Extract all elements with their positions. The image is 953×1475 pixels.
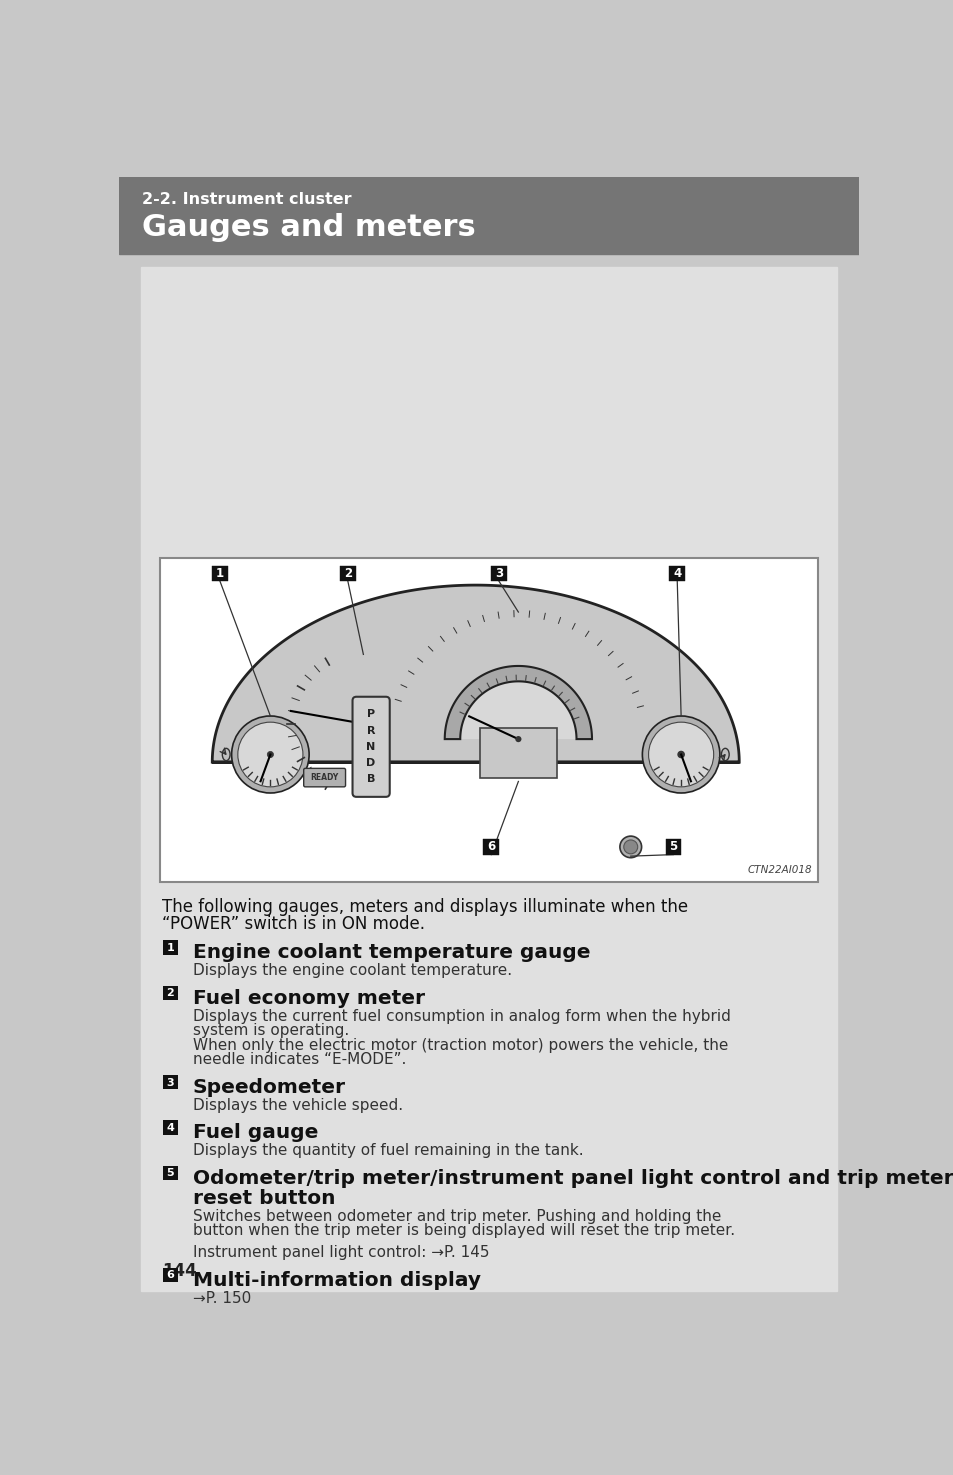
Bar [665,839,680,854]
Text: 3: 3 [495,566,502,580]
Text: button when the trip meter is being displayed will reset the trip meter.: button when the trip meter is being disp… [193,1223,734,1239]
Bar [163,1267,178,1282]
Text: Speedometer: Speedometer [193,1078,346,1097]
Text: 2: 2 [167,988,174,999]
Text: Odometer/trip meter/instrument panel light control and trip meter: Odometer/trip meter/instrument panel lig… [193,1168,952,1187]
Text: 2-2. Instrument cluster: 2-2. Instrument cluster [142,192,352,208]
Text: 6: 6 [487,841,495,854]
Circle shape [678,751,683,758]
Text: N: N [366,742,375,752]
Text: system is operating.: system is operating. [193,1024,349,1038]
Text: 5: 5 [167,1168,174,1179]
Text: 1: 1 [167,943,174,953]
Polygon shape [212,586,739,763]
Bar [669,566,684,581]
Text: CTN22AI018: CTN22AI018 [747,866,811,875]
Text: Switches between odometer and trip meter. Pushing and holding the: Switches between odometer and trip meter… [193,1210,720,1224]
Text: 6: 6 [166,1270,174,1280]
Text: 5: 5 [669,841,677,854]
Text: Displays the current fuel consumption in analog form when the hybrid: Displays the current fuel consumption in… [193,1009,730,1024]
Circle shape [237,723,303,786]
Text: 2: 2 [343,566,352,580]
Bar [163,1165,178,1180]
Bar [163,1075,178,1090]
Bar [491,566,506,581]
Bar [163,985,178,1000]
Circle shape [641,715,720,794]
Bar [483,839,498,854]
Circle shape [623,839,637,854]
Text: Displays the engine coolant temperature.: Displays the engine coolant temperature. [193,963,512,978]
Text: Displays the vehicle speed.: Displays the vehicle speed. [193,1097,402,1114]
Text: Gauges and meters: Gauges and meters [142,214,476,242]
Ellipse shape [720,748,728,761]
Bar [340,566,355,581]
Text: Engine coolant temperature gauge: Engine coolant temperature gauge [193,943,590,962]
Text: D: D [366,758,375,768]
Text: R: R [367,726,375,736]
Text: 4: 4 [673,566,680,580]
Polygon shape [452,674,583,739]
Text: needle indicates “E-MODE”.: needle indicates “E-MODE”. [193,1053,406,1068]
Bar [212,566,228,581]
Bar [163,940,178,954]
Text: Fuel gauge: Fuel gauge [193,1124,318,1142]
Circle shape [648,723,713,786]
Text: Displays the quantity of fuel remaining in the tank.: Displays the quantity of fuel remaining … [193,1143,583,1158]
Text: 3: 3 [167,1078,174,1087]
Text: When only the electric motor (traction motor) powers the vehicle, the: When only the electric motor (traction m… [193,1038,727,1053]
Polygon shape [444,665,592,739]
Text: The following gauges, meters and displays illuminate when the: The following gauges, meters and display… [162,898,687,916]
Text: Multi-information display: Multi-information display [193,1271,480,1289]
Text: 144: 144 [162,1263,196,1280]
Bar [119,177,858,254]
Circle shape [619,836,641,857]
Bar [159,558,818,882]
Ellipse shape [222,748,230,761]
Text: 1: 1 [215,566,224,580]
Text: →P. 150: →P. 150 [193,1291,251,1305]
FancyBboxPatch shape [353,696,390,796]
Circle shape [515,736,521,742]
FancyBboxPatch shape [303,768,345,786]
Text: “POWER” switch is in ON mode.: “POWER” switch is in ON mode. [162,916,424,934]
Circle shape [267,751,274,758]
Bar [479,727,557,777]
Text: reset button: reset button [193,1189,335,1208]
Bar [163,1120,178,1134]
Text: P: P [367,709,375,720]
Text: B: B [367,774,375,785]
Text: Instrument panel light control: →P. 145: Instrument panel light control: →P. 145 [193,1245,489,1260]
Circle shape [232,715,309,794]
Text: Fuel economy meter: Fuel economy meter [193,988,424,1007]
Text: READY: READY [310,773,338,782]
Text: 4: 4 [166,1122,174,1133]
